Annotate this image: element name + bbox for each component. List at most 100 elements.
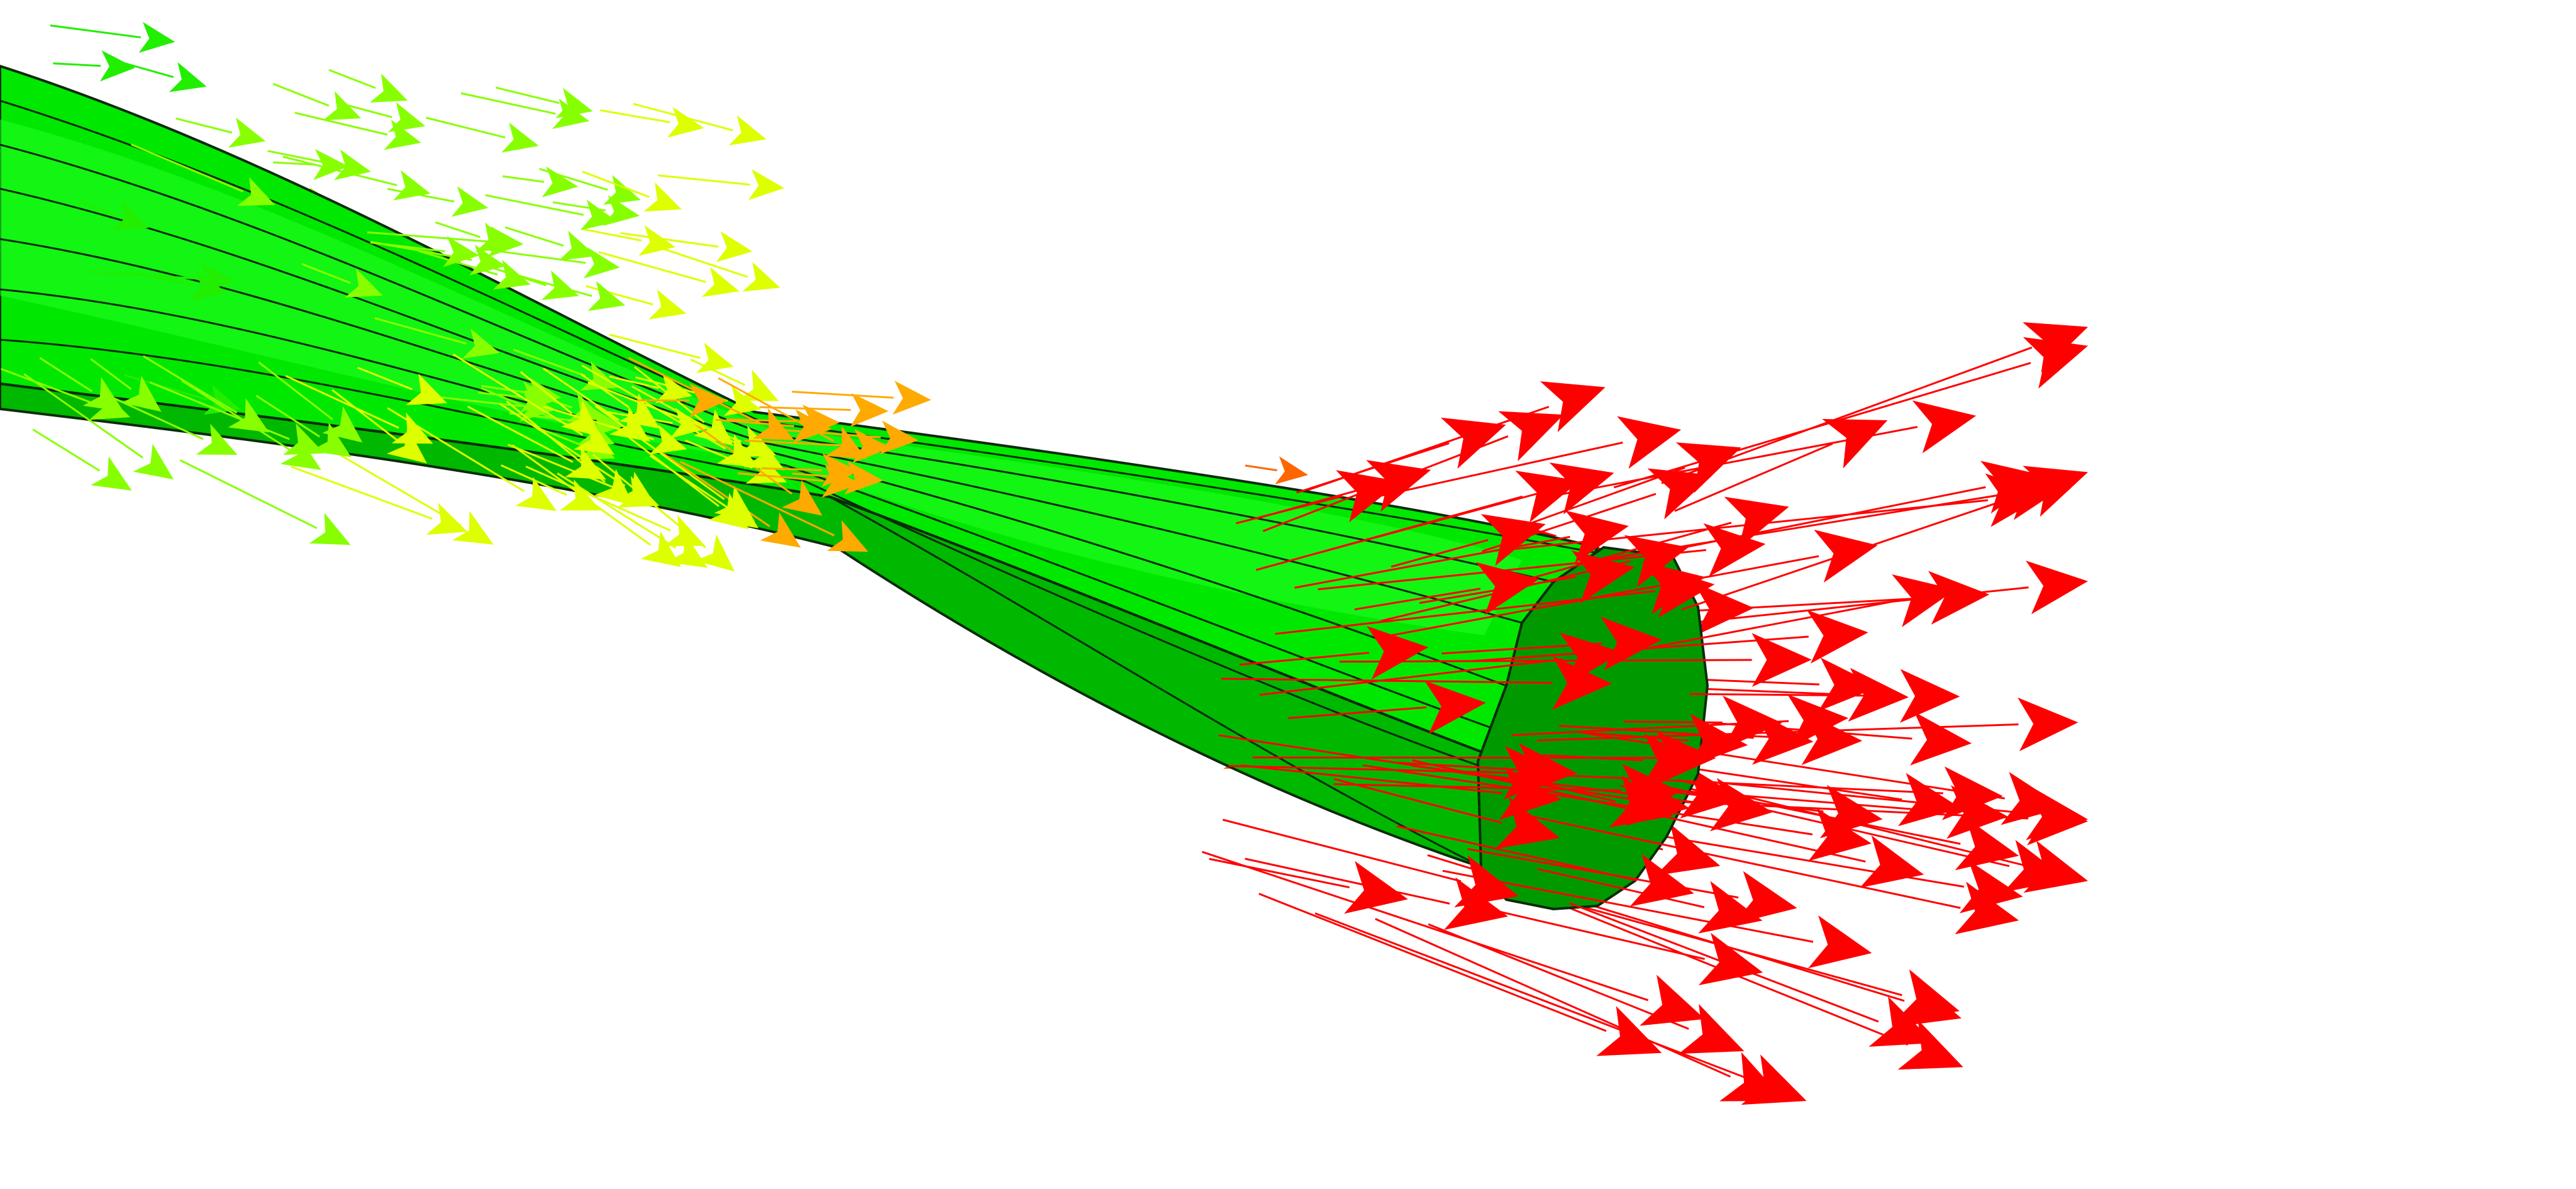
arrow-icon <box>23 373 174 480</box>
arrow-field-front <box>0 21 2088 1105</box>
arrow-icon <box>633 103 767 146</box>
arrow-icon <box>501 464 601 511</box>
arrow-icon <box>282 155 431 201</box>
arrow-icon <box>1667 784 1883 839</box>
tube-facet-line <box>0 187 1523 624</box>
tube-facet-line <box>0 338 1485 769</box>
arrow-icon <box>592 454 735 572</box>
arrow-icon <box>1441 617 1662 671</box>
arrow-icon <box>662 452 801 548</box>
arrow-icon <box>1508 810 2019 935</box>
arrow-icon <box>680 461 869 552</box>
arrow-icon <box>133 270 227 301</box>
arrow-icon <box>331 389 427 464</box>
arrow-icon <box>367 226 524 257</box>
arrow-icon <box>542 367 650 442</box>
arrow-icon <box>628 437 749 530</box>
arrow-icon <box>1428 923 1745 1054</box>
arrow-icon <box>77 199 149 230</box>
arrow-icon <box>478 381 557 413</box>
arrow-icon <box>1288 680 1486 735</box>
tube-facet-line <box>0 288 1497 731</box>
arrow-icon <box>1512 473 2048 550</box>
arrow-icon <box>504 226 597 261</box>
arrow-icon <box>1221 656 1613 710</box>
arrow-icon <box>656 245 780 292</box>
arrow-icon <box>426 116 539 153</box>
arrow-icon <box>1239 626 1429 680</box>
arrow-icon <box>1258 893 1662 1056</box>
arrow-icon <box>90 358 162 412</box>
arrow-icon <box>1442 869 1872 969</box>
arrow-icon <box>1530 496 1789 579</box>
arrow-icon <box>1314 912 1807 1105</box>
arrow-icon <box>301 263 383 298</box>
arrow-icon <box>1294 510 1629 589</box>
arrow-icon <box>1677 779 2088 893</box>
arrow-icon <box>130 143 275 206</box>
arrow-icon <box>496 86 593 118</box>
arrow-icon <box>1317 462 1614 554</box>
arrow-icon <box>1689 669 1960 723</box>
arrow-icon <box>1236 470 1401 525</box>
arrow-icon <box>1623 695 1782 750</box>
arrow-icon <box>179 459 351 545</box>
arrow-icon <box>1222 818 1519 908</box>
arrow-icon <box>291 466 468 535</box>
arrow-icon <box>39 357 124 412</box>
arrow-icon <box>1296 417 1506 494</box>
arrow-icon <box>761 453 860 488</box>
arrow-icon <box>32 428 132 491</box>
arrow-icon <box>636 383 728 418</box>
arrow-icon <box>1582 732 2064 825</box>
arrow-icon <box>1674 418 1888 512</box>
arrow-icon <box>175 117 266 148</box>
arrow-icon <box>272 82 362 121</box>
arrow-icon <box>1650 574 1956 649</box>
arrow-icon <box>519 371 601 437</box>
arrow-icon <box>485 194 618 230</box>
arrow-icon <box>581 364 758 468</box>
arrow-icon <box>1527 442 1741 525</box>
arrow-icon <box>598 251 740 298</box>
arrow-icon <box>1318 523 1766 591</box>
arrow-icon <box>745 428 891 463</box>
arrow-icon <box>328 69 408 103</box>
arrow-icon <box>452 353 615 455</box>
arrow-icon <box>609 333 734 373</box>
arrow-icon <box>335 101 426 133</box>
arrow-icon <box>102 392 238 455</box>
arrow-icon <box>387 186 489 217</box>
arrow-icon <box>1543 733 1702 788</box>
arrow-icon <box>50 21 175 53</box>
arrow-icon <box>1661 322 2088 484</box>
arrow-icon <box>585 285 687 320</box>
arrow-icon <box>580 373 660 429</box>
arrow-icon <box>1209 857 1408 914</box>
arrow-icon <box>1547 530 1878 608</box>
arrow-icon <box>1419 550 1635 604</box>
arrow-icon <box>657 169 785 201</box>
arrow-icon <box>726 405 840 439</box>
arrow-icon <box>143 355 269 433</box>
arrow-icon <box>1568 902 1935 1047</box>
arrow-icon <box>285 375 433 444</box>
arrow-icon <box>53 50 136 82</box>
arrow-icon <box>357 366 448 405</box>
tube-surface-upper-highlight <box>0 120 1522 635</box>
arrow-icon <box>557 472 708 568</box>
arrow-icon <box>1391 514 1546 568</box>
arrow-icon <box>467 405 606 480</box>
arrow-icon <box>1537 868 1763 934</box>
arrow-icon <box>1245 857 1508 930</box>
arrow-icon <box>620 231 753 262</box>
arrow-icon <box>273 148 349 181</box>
arrow-icon <box>1228 745 1564 800</box>
arrow-icon <box>582 170 682 212</box>
arrow-icon <box>792 381 931 415</box>
arrow-icon <box>1245 456 1308 484</box>
arrow-icon <box>1201 851 1705 1026</box>
arrow-icon <box>1396 825 1694 907</box>
